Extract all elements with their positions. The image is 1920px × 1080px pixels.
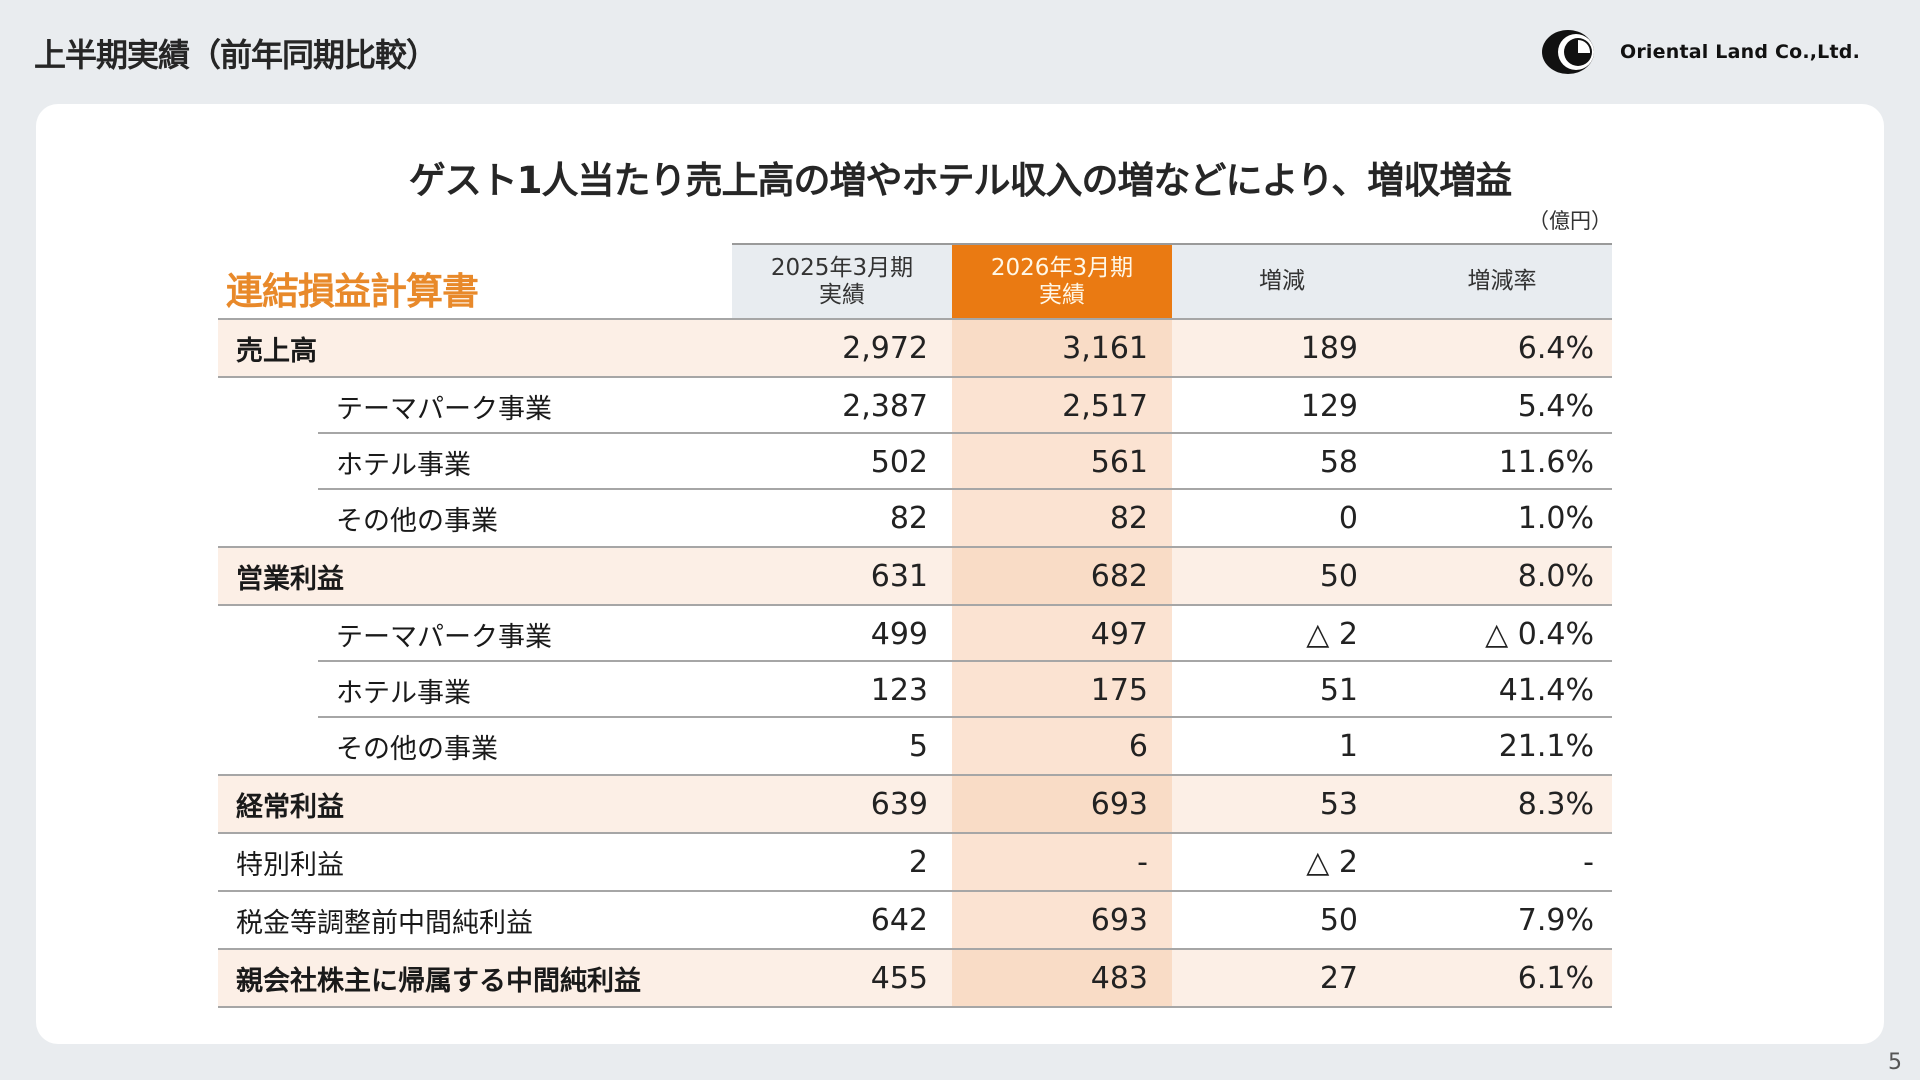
- table-header: 2025年3月期 実績 2026年3月期 実績 増減 増減率: [732, 243, 1612, 318]
- value-fy2026: 483: [952, 950, 1172, 1006]
- row-label: 経常利益: [236, 791, 344, 823]
- value-fy2026: 693: [952, 776, 1172, 832]
- value-change-rate: 6.4%: [1517, 330, 1594, 366]
- value-fy2026: 2,517: [952, 378, 1172, 434]
- slide-headline: ゲスト1人当たり売上高の増やホテル収入の増などにより、増収増益: [408, 159, 1513, 202]
- value-change: 51: [1319, 672, 1358, 708]
- value-fy2026: 561: [952, 434, 1172, 490]
- value-change: 50: [1319, 902, 1358, 938]
- row-label: 特別利益: [236, 849, 344, 881]
- income-statement-table: 連結損益計算書 2025年3月期 実績 2026年3月期 実績 増減 増減率 売上高…: [218, 243, 1612, 1008]
- value-fy2026: 175: [952, 662, 1172, 718]
- row-label: その他の事業: [336, 733, 498, 765]
- value-change-rate: 7.9%: [1517, 902, 1594, 938]
- table-row: 税金等調整前中間純利益 642 693 50 7.9%: [218, 890, 1612, 948]
- column-header-fy2025: 2025年3月期 実績: [732, 245, 952, 318]
- value-change: 1: [1338, 728, 1358, 764]
- value-fy2026: 3,161: [952, 320, 1172, 376]
- value-change: 27: [1319, 960, 1358, 996]
- table-row: 特別利益 2- △ 2-: [218, 832, 1612, 890]
- value-fy2025: 2,972: [842, 330, 928, 366]
- column-header-change: 増減: [1172, 245, 1392, 318]
- table-row: 経常利益 639 693 53 8.3%: [218, 774, 1612, 832]
- row-label: 税金等調整前中間純利益: [236, 907, 533, 939]
- value-change-rate: 5.4%: [1517, 388, 1594, 424]
- page-title: 上半期実績（前年同期比較）: [34, 36, 438, 74]
- table-row: 売上高 2,972 3,161 189 6.4%: [218, 318, 1612, 376]
- value-change-rate: 11.6%: [1498, 444, 1594, 480]
- value-change-rate: 6.1%: [1517, 960, 1594, 996]
- column-header-fy2026: 2026年3月期 実績: [952, 245, 1172, 318]
- value-change-rate: △ 0.4%: [1485, 616, 1594, 652]
- column-header-change-rate: 増減率: [1392, 245, 1612, 318]
- value-fy2026: 682: [952, 548, 1172, 604]
- value-change: 58: [1319, 444, 1358, 480]
- table-row: 親会社株主に帰属する中間純利益 455 483 27 6.1%: [218, 948, 1612, 1008]
- oriental-land-logo-icon: [1542, 30, 1594, 74]
- row-label: その他の事業: [336, 505, 498, 537]
- value-change: 129: [1300, 388, 1358, 424]
- value-change: 53: [1319, 786, 1358, 822]
- table-row: テーマパーク事業 499 497 △ 2 △ 0.4%: [218, 604, 1612, 662]
- company-logo: Oriental Land Co.,Ltd.: [1540, 28, 1860, 76]
- unit-label: （億円）: [1528, 209, 1612, 233]
- table-row: ホテル事業 502 561 58 11.6%: [218, 432, 1612, 490]
- company-name: Oriental Land Co.,Ltd.: [1620, 41, 1860, 63]
- value-fy2025: 123: [870, 672, 928, 708]
- value-change-rate: 41.4%: [1498, 672, 1594, 708]
- value-fy2025: 639: [870, 786, 928, 822]
- value-fy2025: 631: [870, 558, 928, 594]
- table-row: その他の事業 82 82 0 1.0%: [218, 488, 1612, 546]
- value-fy2026: 693: [952, 892, 1172, 948]
- value-change: 189: [1300, 330, 1358, 366]
- row-label: 営業利益: [236, 563, 344, 595]
- row-label: テーマパーク事業: [336, 621, 552, 653]
- value-change-rate: 8.3%: [1517, 786, 1594, 822]
- value-fy2026: 6: [952, 718, 1172, 774]
- value-change-rate: 21.1%: [1498, 728, 1594, 764]
- row-label: 売上高: [236, 335, 317, 367]
- value-change-rate: -: [1583, 844, 1594, 880]
- value-change: 50: [1319, 558, 1358, 594]
- value-fy2026: 497: [952, 606, 1172, 662]
- value-change-rate: 8.0%: [1517, 558, 1594, 594]
- page-number: 5: [1888, 1050, 1902, 1075]
- value-fy2026: -: [952, 834, 1172, 890]
- row-label: ホテル事業: [336, 449, 471, 481]
- value-fy2025: 5: [908, 728, 928, 764]
- row-label: テーマパーク事業: [336, 393, 552, 425]
- table-row: その他の事業 5 6 1 21.1%: [218, 716, 1612, 774]
- value-change: 0: [1338, 500, 1358, 536]
- table-row: ホテル事業 123 175 51 41.4%: [218, 660, 1612, 718]
- value-change: △ 2: [1306, 844, 1358, 880]
- value-fy2025: 455: [870, 960, 928, 996]
- row-label: ホテル事業: [336, 677, 471, 709]
- value-fy2025: 642: [870, 902, 928, 938]
- value-fy2026: 82: [952, 490, 1172, 546]
- row-label: 親会社株主に帰属する中間純利益: [236, 965, 641, 997]
- value-fy2025: 2,387: [842, 388, 928, 424]
- table-body: 売上高 2,972 3,161 189 6.4% テーマパーク事業 2,387 2,517 12…: [218, 318, 1612, 1008]
- table-row: テーマパーク事業 2,387 2,517 129 5.4%: [218, 376, 1612, 434]
- value-change: △ 2: [1306, 616, 1358, 652]
- value-fy2025: 499: [870, 616, 928, 652]
- statement-title: 連結損益計算書: [226, 270, 479, 313]
- value-fy2025: 502: [870, 444, 928, 480]
- value-fy2025: 2: [908, 844, 928, 880]
- table-row: 営業利益 631 682 50 8.0%: [218, 546, 1612, 604]
- value-fy2025: 82: [889, 500, 928, 536]
- value-change-rate: 1.0%: [1517, 500, 1594, 536]
